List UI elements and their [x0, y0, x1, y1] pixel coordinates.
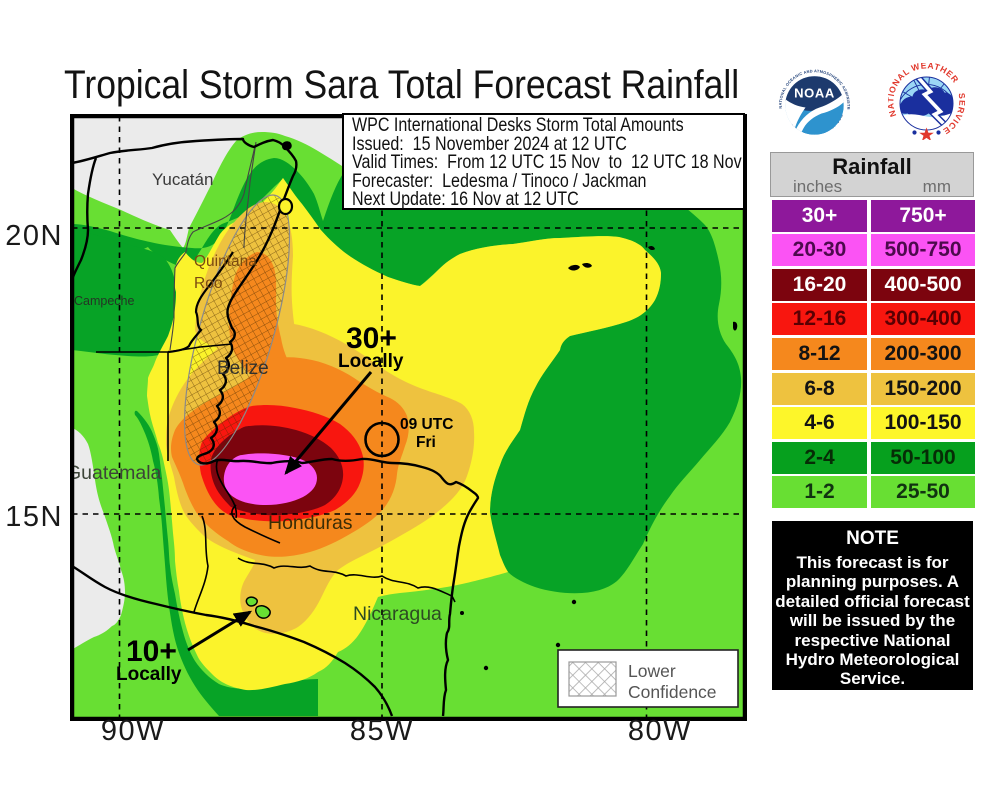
svg-text:Fri: Fri — [416, 434, 436, 451]
svg-text:Campeche: Campeche — [74, 294, 134, 308]
svg-text:Locally: Locally — [338, 351, 404, 372]
svg-text:Lower: Lower — [628, 661, 676, 681]
svg-text:Quintana: Quintana — [194, 253, 257, 270]
svg-text:NOAA: NOAA — [794, 86, 835, 101]
svg-text:30+: 30+ — [346, 322, 397, 355]
svg-text:Guatemala: Guatemala — [70, 462, 162, 484]
svg-text:09 UTC: 09 UTC — [400, 416, 453, 433]
svg-text:10+: 10+ — [126, 635, 177, 668]
svg-text:Confidence: Confidence — [628, 682, 717, 702]
svg-text:Belize: Belize — [217, 358, 269, 379]
svg-text:Nicaragua: Nicaragua — [353, 603, 442, 625]
svg-text:Locally: Locally — [116, 664, 182, 685]
svg-text:Yucatán: Yucatán — [152, 170, 213, 189]
svg-text:Honduras: Honduras — [268, 512, 353, 534]
svg-text:Roo: Roo — [194, 275, 222, 292]
